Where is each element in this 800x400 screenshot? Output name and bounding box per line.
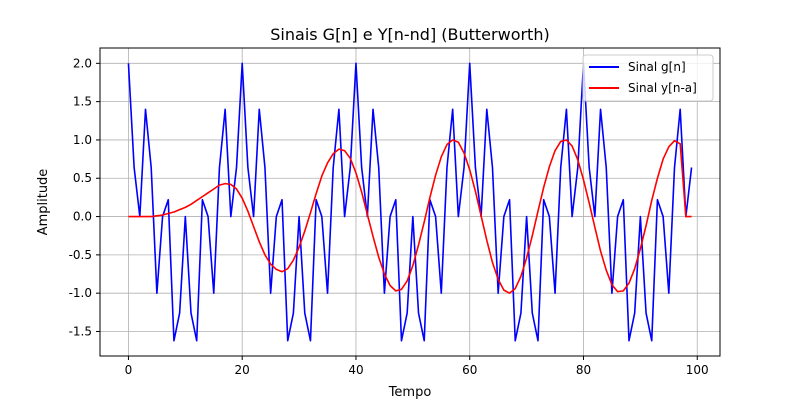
x-tick-label: 0	[125, 363, 133, 377]
y-tick-label: -1.0	[69, 286, 92, 300]
x-tick-label: 80	[576, 363, 591, 377]
y-tick-label: -1.5	[69, 324, 92, 338]
y-tick-label: 1.0	[73, 133, 92, 147]
chart-title: Sinais G[n] e Y[n-nd] (Butterworth)	[270, 25, 549, 44]
axis-ticks: 0 20 40 60 80 100 -1.5 -1.0 -0.5 0.0 0.5 1.0 1.5 2.0	[69, 56, 709, 377]
y-tick-label: 0.0	[73, 210, 92, 224]
y-tick-label: 0.5	[73, 171, 92, 185]
x-axis-label: Tempo	[388, 385, 432, 400]
series-line-g	[127, 62, 693, 342]
x-tick-label: 20	[235, 363, 250, 377]
legend-label-g: Sinal g[n]	[628, 60, 686, 74]
y-tick-label: -0.5	[69, 248, 92, 262]
y-tick-label: 2.0	[73, 56, 92, 70]
legend: Sinal g[n] Sinal y[n-a]	[582, 54, 714, 102]
plot-series	[127, 62, 693, 342]
legend-label-y: Sinal y[n-a]	[628, 81, 697, 95]
x-tick-label: 40	[348, 363, 363, 377]
x-tick-label: 60	[462, 363, 477, 377]
series-line-y	[128, 139, 692, 294]
y-tick-label: 1.5	[73, 95, 92, 109]
x-tick-label: 100	[686, 363, 709, 377]
grid	[100, 48, 720, 356]
plot-frame	[99, 47, 721, 357]
y-axis-label: Amplitude	[36, 169, 51, 236]
